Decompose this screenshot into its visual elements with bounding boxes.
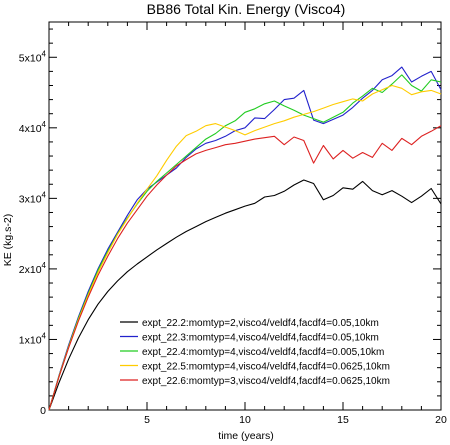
series-line-1	[48, 179, 442, 411]
legend-label: expt_22.6:momtyp=3,visco4/veldf4,facdf4=…	[142, 376, 390, 387]
series-line-3	[48, 74, 442, 411]
series-line-5	[48, 125, 442, 411]
y-tick-label: 5x104	[19, 49, 47, 64]
series-line-2	[48, 66, 442, 411]
x-tick-label: 5	[144, 414, 150, 426]
y-tick-label: 2x104	[19, 261, 47, 276]
legend-label: expt_22.4:momtyp=4,visco4/veldf4,facdf4=…	[142, 347, 384, 358]
y-tick-label: 3x104	[19, 190, 47, 205]
chart-title: BB86 Total Kin. Energy (Visco4)	[147, 1, 346, 17]
legend-label: expt_22.3:momtyp=4,visco4/veldf4,facdf4=…	[142, 333, 379, 344]
y-tick-label: 1x104	[19, 331, 47, 346]
series-lines	[48, 66, 442, 411]
legend: expt_22.2:momtyp=2,visco4/veldf4,facdf4=…	[120, 318, 390, 387]
legend-label: expt_22.2:momtyp=2,visco4/veldf4,facdf4=…	[142, 318, 379, 329]
y-tick-label: 0	[40, 405, 46, 417]
x-tick-label: 15	[337, 414, 349, 426]
x-axis-ticks: 5 10 15 20	[68, 22, 447, 426]
x-tick-label: 20	[435, 414, 447, 426]
series-line-4	[48, 84, 442, 411]
y-axis-label: KE (kg.s-2)	[2, 214, 14, 267]
x-tick-label: 10	[239, 414, 251, 426]
y-tick-label: 4x104	[19, 120, 47, 135]
y-axis-ticks: 0 1x104 2x104 3x104 4x104 5x104	[19, 28, 441, 417]
x-axis-label: time (years)	[218, 430, 273, 442]
legend-label: expt_22.5:momtyp=4,visco4/veldf4,facdf4=…	[142, 362, 390, 373]
